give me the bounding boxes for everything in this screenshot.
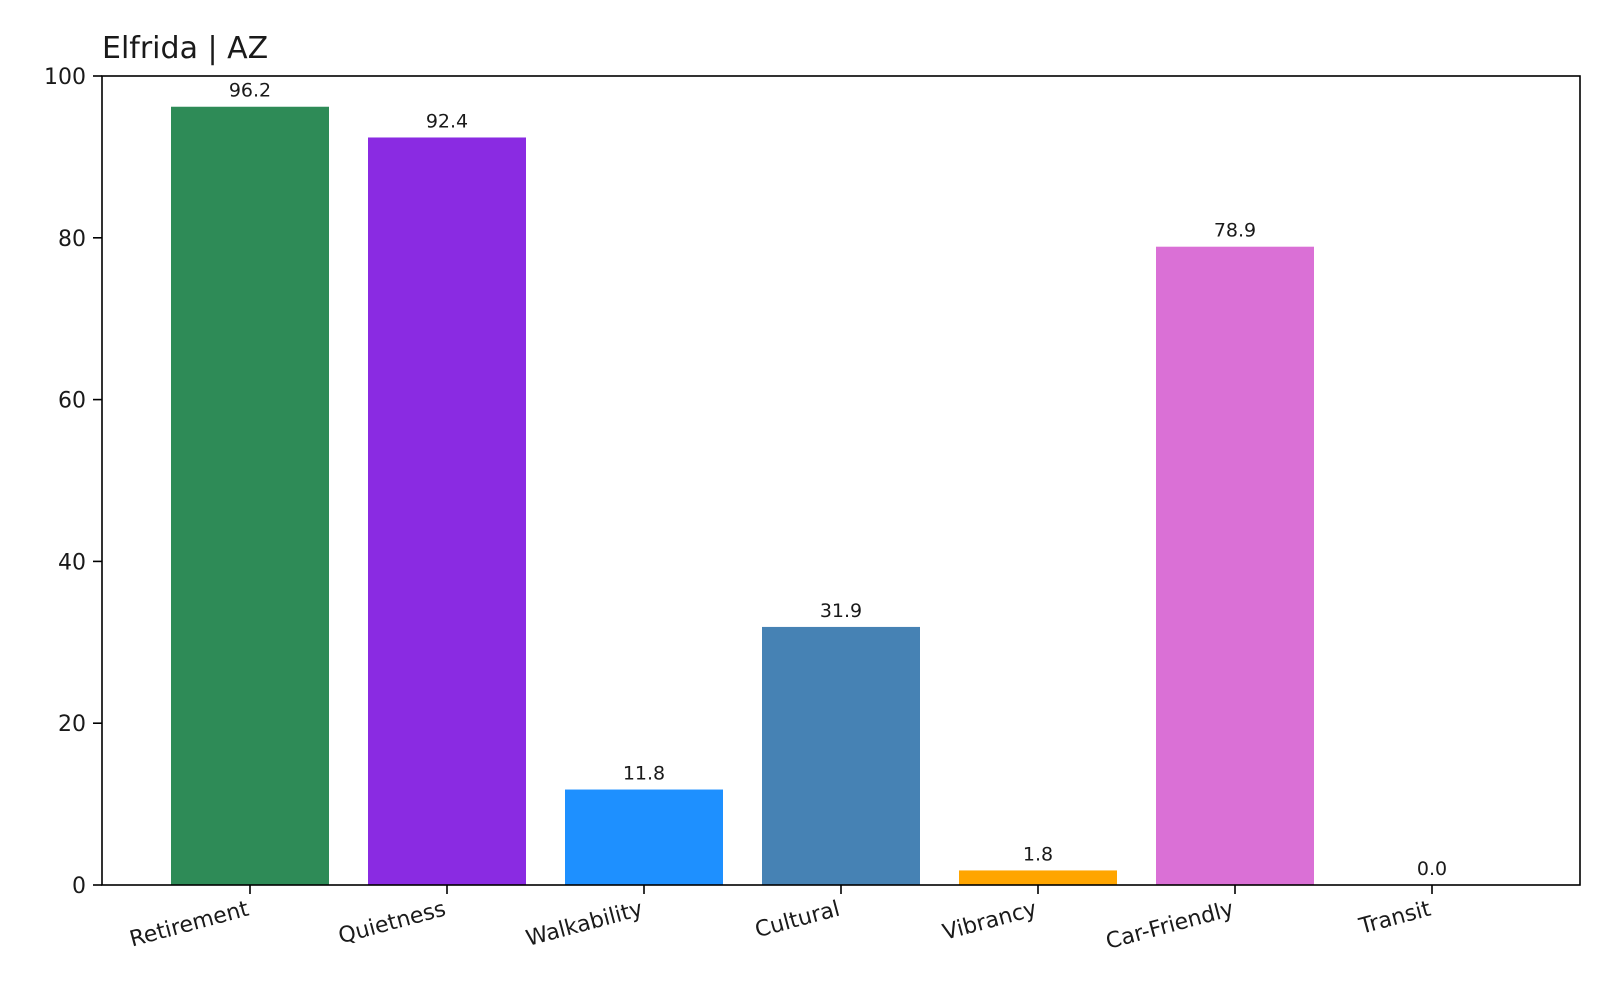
y-tick-label: 0 bbox=[72, 874, 86, 899]
data-label: 11.8 bbox=[623, 763, 665, 785]
bar-walkability bbox=[565, 789, 723, 885]
bars-layer bbox=[171, 106, 1314, 886]
data-labels-layer: 96.2 92.4 11.8 31.9 1.8 78.9 0.0 bbox=[229, 80, 1447, 880]
x-tick-label: Walkability bbox=[523, 897, 645, 952]
x-tick-label: Cultural bbox=[752, 897, 842, 944]
bar-car-friendly bbox=[1156, 246, 1314, 886]
y-tick-label: 60 bbox=[58, 389, 86, 414]
data-label: 31.9 bbox=[820, 600, 862, 622]
data-label: 96.2 bbox=[229, 80, 271, 102]
y-tick-label: 40 bbox=[58, 550, 86, 575]
y-tick-label: 80 bbox=[58, 227, 86, 252]
x-tick-label: Quietness bbox=[336, 897, 449, 950]
x-axis: Retirement Quietness Walkability Cultural Vi… bbox=[127, 885, 1434, 955]
x-tick-label: Vibrancy bbox=[940, 897, 1039, 946]
x-tick-label: Transit bbox=[1356, 897, 1434, 940]
bar-vibrancy bbox=[959, 870, 1117, 885]
data-label: 0.0 bbox=[1417, 858, 1447, 880]
data-label: 78.9 bbox=[1214, 220, 1256, 242]
y-tick-label: 20 bbox=[58, 712, 86, 737]
bar-quietness bbox=[368, 137, 526, 885]
data-label: 1.8 bbox=[1023, 843, 1053, 865]
bar-cultural bbox=[762, 626, 920, 885]
y-axis: 0 20 40 60 80 100 bbox=[44, 65, 102, 899]
x-tick-label: Car-Friendly bbox=[1103, 897, 1236, 955]
chart-title: Elfrida | AZ bbox=[102, 31, 268, 66]
data-label: 92.4 bbox=[426, 110, 468, 132]
bar-retirement bbox=[171, 106, 329, 885]
x-tick-label: Retirement bbox=[127, 897, 252, 953]
y-tick-label: 100 bbox=[44, 65, 86, 90]
plot-frame bbox=[101, 75, 1581, 886]
